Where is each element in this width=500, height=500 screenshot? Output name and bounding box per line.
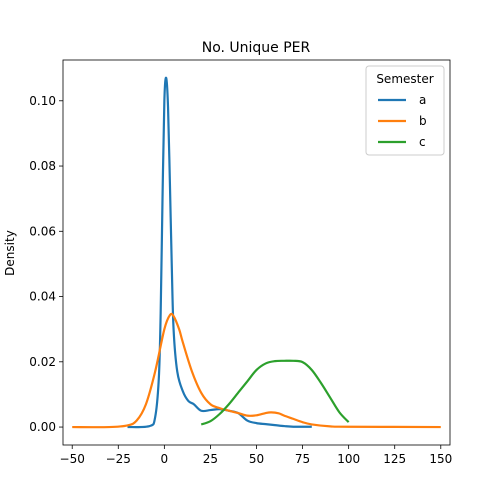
- legend-label-c: c: [419, 135, 426, 149]
- x-tick-label: 125: [383, 452, 406, 466]
- y-axis-label: Density: [3, 230, 17, 276]
- legend-title: Semester: [376, 72, 433, 86]
- y-tick-label: 0.06: [29, 224, 56, 238]
- y-tick-label: 0.02: [29, 355, 56, 369]
- y-tick-label: 0.04: [29, 290, 56, 304]
- legend-label-b: b: [419, 114, 427, 128]
- legend-label-a: a: [419, 93, 426, 107]
- series-line-c: [201, 361, 348, 425]
- y-tick-label: 0.00: [29, 420, 56, 434]
- x-tick-label: −50: [60, 452, 85, 466]
- legend: Semester abc: [366, 66, 444, 155]
- x-tick-label: 50: [249, 452, 264, 466]
- x-tick-label: −25: [106, 452, 131, 466]
- x-tick-label: 0: [161, 452, 169, 466]
- x-tick-label: 150: [429, 452, 452, 466]
- x-tick-label: 100: [337, 452, 360, 466]
- y-tick-label: 0.08: [29, 159, 56, 173]
- y-tick-label: 0.10: [29, 94, 56, 108]
- chart-title: No. Unique PER: [202, 40, 311, 56]
- x-tick-label: 25: [203, 452, 218, 466]
- x-tick-label: 75: [295, 452, 310, 466]
